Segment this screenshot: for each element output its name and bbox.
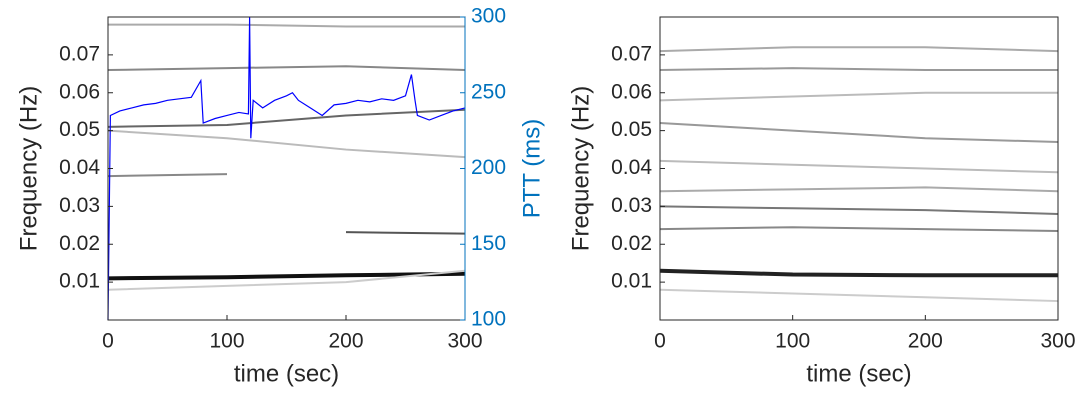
spectral-ridge bbox=[659, 268, 1058, 278]
y2-tick-label: 200 bbox=[471, 156, 506, 179]
spectral-ridge bbox=[107, 65, 466, 72]
spectral-ridge bbox=[659, 159, 1059, 174]
y-axis-label: Frequency (Hz) bbox=[15, 86, 42, 251]
y2-tick-label: 100 bbox=[471, 308, 506, 331]
spectral-ridge bbox=[659, 46, 1059, 53]
y-tick-label: 0.02 bbox=[59, 232, 100, 255]
spectral-ridge bbox=[345, 231, 466, 235]
spectral-ridge bbox=[659, 288, 1059, 303]
y-tick-label: 0.07 bbox=[59, 42, 100, 65]
ptt-line bbox=[107, 16, 466, 321]
y2-tick-label: 150 bbox=[471, 232, 506, 255]
y-tick-label: 0.03 bbox=[611, 194, 652, 217]
x-tick-label: 0 bbox=[102, 330, 114, 353]
y-tick-label: 0.01 bbox=[611, 270, 652, 293]
spectral-ridge bbox=[108, 23, 465, 28]
x-tick-label: 300 bbox=[1040, 330, 1075, 353]
spectral-ridge bbox=[659, 186, 1059, 193]
y-tick-label: 0.05 bbox=[611, 118, 652, 141]
spectral-ridge bbox=[107, 271, 466, 281]
y-tick-label: 0.04 bbox=[611, 156, 652, 179]
y-tick-label: 0.06 bbox=[59, 80, 100, 103]
spectral-ridge bbox=[659, 67, 1058, 72]
x-axis-label: time (sec) bbox=[806, 360, 911, 387]
spectral-ridge bbox=[107, 269, 466, 291]
y-axis-label: Frequency (Hz) bbox=[567, 86, 594, 251]
x-tick-label: 200 bbox=[328, 330, 363, 353]
y2-axis-label: PTT (ms) bbox=[518, 119, 545, 219]
x-axis-label: time (sec) bbox=[234, 360, 339, 387]
x-tick-label: 100 bbox=[775, 330, 810, 353]
y2-tick-label: 250 bbox=[471, 80, 506, 103]
y2-tick-label: 300 bbox=[471, 5, 506, 28]
x-tick-label: 0 bbox=[654, 330, 666, 353]
y-tick-label: 0.04 bbox=[59, 156, 100, 179]
y-tick-label: 0.06 bbox=[611, 80, 652, 103]
spectral-ridge bbox=[659, 91, 1058, 102]
spectral-ridge bbox=[107, 173, 228, 178]
spectral-ridge bbox=[659, 226, 1059, 232]
spectral-ridge bbox=[659, 205, 1059, 215]
spectral-ridge bbox=[659, 122, 1059, 143]
y-tick-label: 0.02 bbox=[611, 232, 652, 255]
x-tick-label: 200 bbox=[908, 330, 943, 353]
spectral-ridge bbox=[107, 108, 466, 128]
y-tick-label: 0.03 bbox=[59, 194, 100, 217]
y-tick-label: 0.05 bbox=[59, 118, 100, 141]
x-tick-label: 100 bbox=[209, 330, 244, 353]
spectral-ridge bbox=[107, 129, 466, 159]
y-tick-label: 0.01 bbox=[59, 270, 100, 293]
y-tick-label: 0.07 bbox=[611, 42, 652, 65]
x-tick-label: 300 bbox=[447, 330, 482, 353]
